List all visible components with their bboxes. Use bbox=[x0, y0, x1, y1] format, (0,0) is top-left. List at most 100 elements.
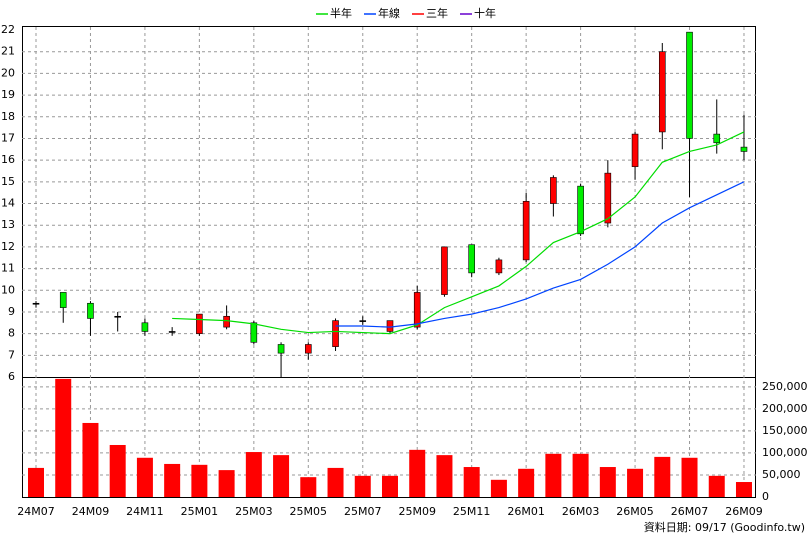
y-tick-label: 18 bbox=[1, 110, 15, 123]
volume-bar bbox=[463, 467, 480, 497]
x-tick-label: 26M05 bbox=[616, 505, 654, 518]
x-tick-label: 26M09 bbox=[725, 505, 763, 518]
x-tick-label: 25M07 bbox=[344, 505, 382, 518]
y2-tick-label: 50,000 bbox=[762, 468, 801, 481]
y-tick-label: 8 bbox=[8, 327, 15, 340]
candle-body bbox=[468, 244, 475, 274]
y2-tick-label: 100,000 bbox=[762, 446, 808, 459]
candle-body bbox=[413, 292, 421, 328]
volume-bar bbox=[381, 475, 398, 497]
x-tick-label: 26M07 bbox=[671, 505, 709, 518]
volume-bar bbox=[164, 463, 181, 497]
y-tick-label: 7 bbox=[8, 348, 15, 361]
y-tick-label: 10 bbox=[1, 283, 15, 296]
legend-label: 年線 bbox=[378, 6, 400, 20]
y2-tick-label: 0 bbox=[762, 490, 769, 503]
volume-bar bbox=[82, 422, 99, 497]
candle-body bbox=[32, 302, 40, 305]
x-tick-label: 25M11 bbox=[453, 505, 491, 518]
candle-body bbox=[359, 320, 367, 322]
y-tick-label: 21 bbox=[1, 45, 15, 58]
candle-body bbox=[386, 320, 394, 332]
candle-body bbox=[658, 51, 666, 133]
footer: 資料日期: 09/17 (Goodinfo.tw) bbox=[644, 520, 805, 534]
volume-bar bbox=[708, 475, 725, 497]
x-tick-label: 25M09 bbox=[398, 505, 436, 518]
volume-bar bbox=[654, 456, 671, 497]
volume-bar bbox=[218, 470, 235, 497]
legend-label: 十年 bbox=[474, 6, 496, 20]
volume-bar bbox=[245, 452, 262, 497]
candle-body bbox=[168, 331, 176, 333]
x-tick-label: 24M09 bbox=[72, 505, 110, 518]
candle-body bbox=[686, 31, 693, 139]
candle-body bbox=[495, 259, 503, 274]
candle-body bbox=[59, 292, 67, 308]
volume-bar bbox=[409, 449, 426, 497]
x-tick-label: 25M01 bbox=[181, 505, 219, 518]
candle-body bbox=[304, 344, 312, 354]
x-tick-label: 26M03 bbox=[562, 505, 600, 518]
candle-body bbox=[250, 322, 258, 343]
candle-body bbox=[114, 315, 121, 318]
volume-bar bbox=[681, 457, 698, 497]
candle-body bbox=[196, 313, 203, 334]
y2-tick-label: 150,000 bbox=[762, 424, 808, 437]
candle-body bbox=[223, 315, 230, 328]
candle-body bbox=[522, 201, 530, 261]
y-tick-label: 20 bbox=[1, 66, 15, 79]
y-tick-label: 11 bbox=[1, 262, 15, 275]
volume-bar bbox=[300, 477, 317, 497]
volume-bar bbox=[354, 475, 371, 497]
y2-tick-label: 250,000 bbox=[762, 380, 808, 393]
volume-bar bbox=[136, 457, 153, 497]
y2-tick-label: 200,000 bbox=[762, 402, 808, 415]
candle-body bbox=[277, 344, 285, 354]
candle-body bbox=[577, 185, 584, 235]
x-tick-label: 26M01 bbox=[507, 505, 545, 518]
volume-bar bbox=[191, 464, 208, 497]
candle-body bbox=[740, 146, 748, 152]
y-tick-label: 15 bbox=[1, 175, 15, 188]
volume-bar bbox=[518, 468, 535, 497]
volume-bar bbox=[28, 467, 44, 497]
volume-bar bbox=[545, 453, 562, 497]
x-tick-label: 24M11 bbox=[126, 505, 164, 518]
x-tick-label: 25M03 bbox=[235, 505, 273, 518]
y-tick-label: 16 bbox=[1, 153, 15, 166]
x-tick-label: 24M07 bbox=[17, 505, 55, 518]
ma-line bbox=[172, 131, 745, 335]
y-tick-label: 17 bbox=[1, 131, 15, 144]
y-tick-label: 6 bbox=[8, 370, 15, 383]
candle-body bbox=[87, 302, 94, 319]
y-tick-label: 14 bbox=[1, 197, 15, 210]
volume-bar bbox=[55, 378, 72, 497]
volume-bar bbox=[327, 467, 344, 497]
volume-bar bbox=[490, 479, 507, 497]
volume-bar bbox=[572, 453, 589, 497]
candle-body bbox=[713, 133, 721, 144]
volume-bar bbox=[109, 444, 126, 497]
legend-label: 半年 bbox=[330, 6, 352, 20]
volume-bar bbox=[273, 455, 290, 497]
volume-bar bbox=[627, 468, 644, 497]
y-tick-label: 22 bbox=[1, 23, 15, 36]
y-tick-label: 9 bbox=[8, 305, 15, 318]
y-tick-label: 13 bbox=[1, 218, 15, 231]
legend-label: 三年 bbox=[426, 6, 448, 20]
y-tick-label: 12 bbox=[1, 240, 15, 253]
volume-bar bbox=[599, 467, 616, 497]
candle-body bbox=[631, 133, 639, 167]
volume-bar bbox=[735, 482, 752, 497]
y-tick-label: 19 bbox=[1, 88, 15, 101]
volume-bar bbox=[436, 455, 453, 497]
candle-body bbox=[332, 320, 339, 347]
ma-line bbox=[335, 181, 745, 328]
candle-body bbox=[550, 177, 557, 204]
candle-body bbox=[141, 322, 149, 332]
candle-body bbox=[441, 246, 448, 295]
x-tick-label: 25M05 bbox=[290, 505, 328, 518]
plot-frame bbox=[22, 26, 756, 498]
